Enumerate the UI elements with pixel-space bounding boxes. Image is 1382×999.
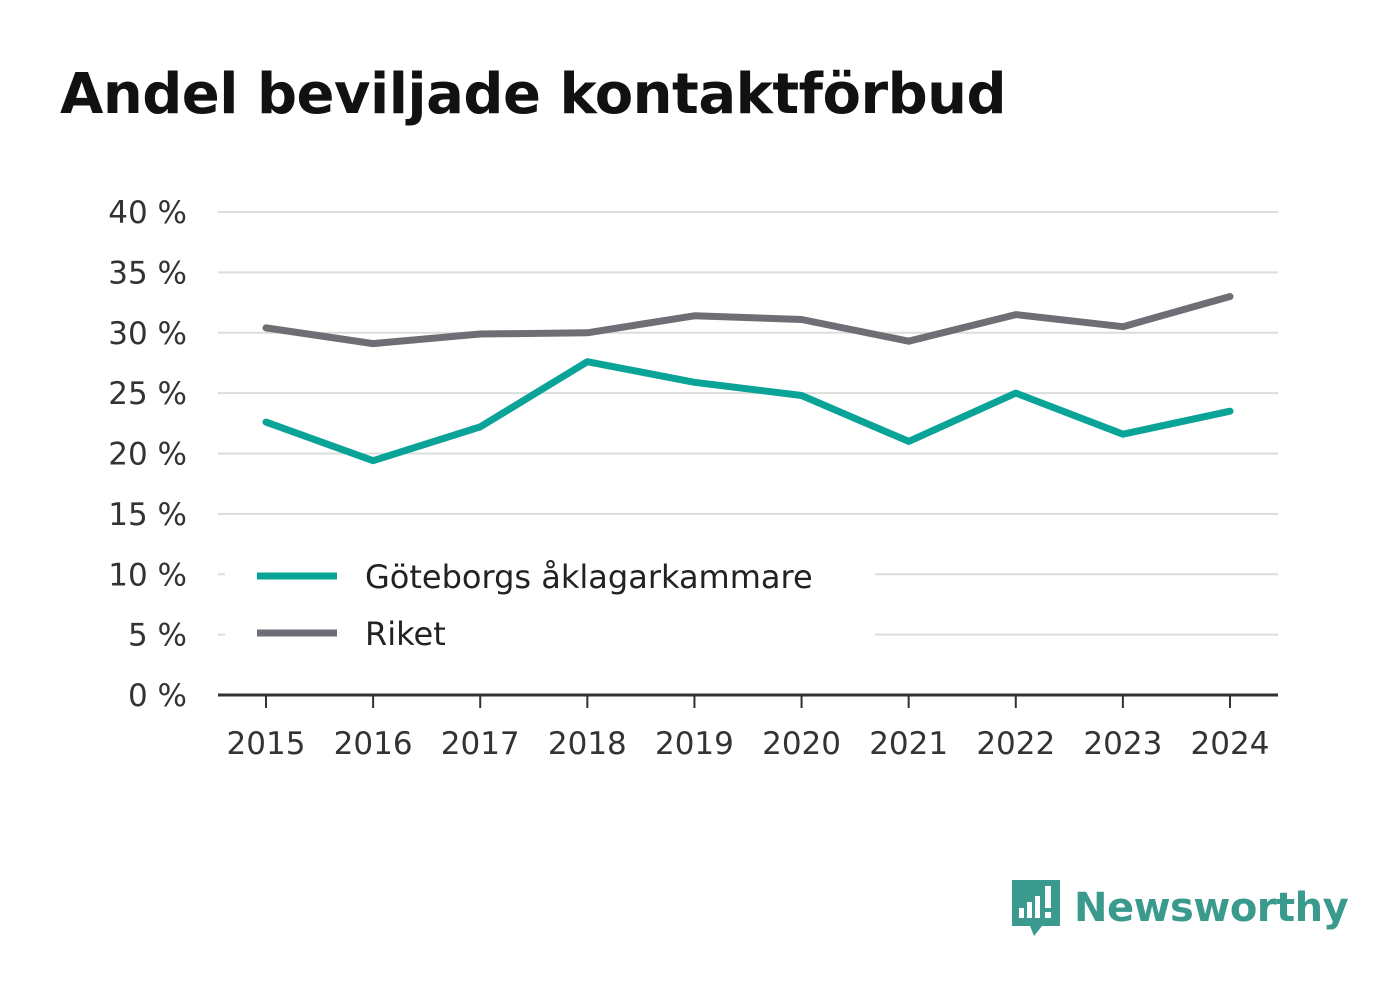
y-tick-label: 35 % [108, 255, 187, 291]
y-axis-ticks: 0 % 5 % 10 % 15 % 20 % 25 % 30 % 35 % 40 % [108, 195, 187, 714]
x-tick-label: 2018 [548, 726, 627, 762]
y-tick-label: 30 % [108, 316, 187, 352]
brand-name: Newsworthy [1074, 885, 1349, 931]
x-axis-ticks: 2015 2016 2017 2018 2019 2020 2021 2022 2023 2024 [227, 695, 1270, 762]
y-tick-label: 10 % [108, 557, 187, 593]
y-tick-label: 20 % [108, 437, 187, 473]
y-tick-label: 5 % [128, 618, 187, 654]
y-tick-label: 40 % [108, 195, 187, 231]
x-tick-label: 2020 [762, 726, 841, 762]
x-tick-label: 2019 [655, 726, 734, 762]
x-tick-label: 2017 [441, 726, 520, 762]
y-tick-label: 15 % [108, 497, 187, 533]
x-tick-label: 2024 [1191, 726, 1270, 762]
chart-title: Andel beviljade kontaktförbud [60, 62, 1007, 127]
legend: Göteborgs åklagarkammare Riket [225, 548, 875, 658]
x-tick-label: 2022 [976, 726, 1055, 762]
x-tick-label: 2016 [334, 726, 413, 762]
y-tick-label: 0 % [128, 678, 187, 714]
series-lines [262, 293, 1234, 465]
series-line-goteborg [262, 358, 1234, 465]
legend-label-goteborg: Göteborgs åklagarkammare [365, 558, 813, 596]
legend-label-riket: Riket [365, 615, 446, 653]
newsworthy-logo-icon [1012, 880, 1060, 936]
x-tick-label: 2015 [227, 726, 306, 762]
brand-logo: Newsworthy [1010, 878, 1349, 938]
x-tick-label: 2023 [1083, 726, 1162, 762]
x-tick-label: 2021 [869, 726, 948, 762]
y-tick-label: 25 % [108, 376, 187, 412]
legend-background [225, 548, 875, 658]
series-line-riket [262, 293, 1234, 348]
